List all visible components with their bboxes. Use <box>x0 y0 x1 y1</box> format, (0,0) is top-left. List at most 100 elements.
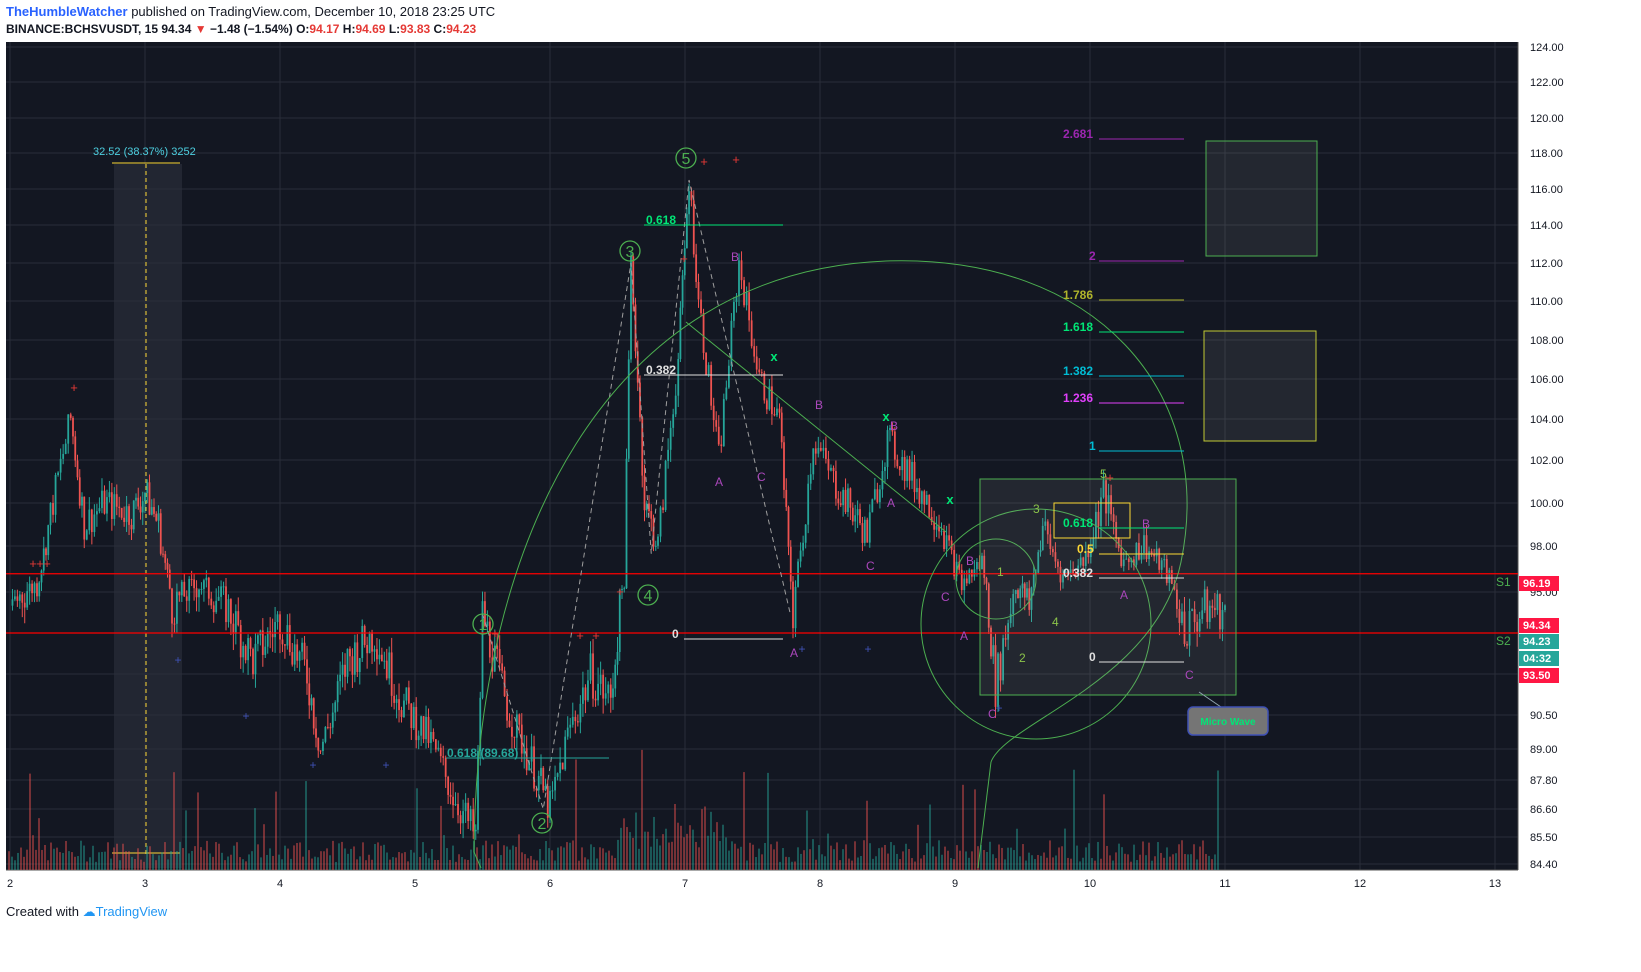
candle-body <box>257 635 259 644</box>
candle-body <box>301 642 303 652</box>
candle-body <box>159 513 162 554</box>
volume-bar <box>446 848 448 870</box>
candle-body <box>702 313 705 353</box>
volume-bar <box>644 831 646 870</box>
volume-bar <box>1055 855 1057 870</box>
candle-body <box>804 524 807 543</box>
y-tick-label: 108.00 <box>1530 335 1564 347</box>
volume-bar <box>752 844 754 870</box>
volume-bar <box>524 854 526 870</box>
volume-bar <box>1067 857 1069 870</box>
volume-bar <box>134 858 136 870</box>
candle-body <box>227 599 230 623</box>
candle-body <box>1054 552 1057 562</box>
volume-bar <box>701 809 703 870</box>
candle-body <box>454 804 457 806</box>
volume-bar <box>248 854 250 870</box>
fib-arc-tail <box>977 761 992 869</box>
candle-body <box>64 443 67 454</box>
fib-level-label: 0.382 <box>1063 566 1093 580</box>
abc-label: A <box>1120 588 1128 602</box>
candle-body <box>997 653 999 707</box>
candle-body <box>185 596 188 601</box>
fib-arc <box>473 260 1188 853</box>
candle-body <box>319 750 322 752</box>
candle-body <box>945 535 948 549</box>
candle-body <box>496 645 499 650</box>
volume-bar <box>626 827 628 870</box>
pivot-high-marker: + <box>592 628 600 643</box>
volume-bar <box>836 842 838 870</box>
candle-body <box>279 614 281 640</box>
abc-label: C <box>1185 668 1194 682</box>
volume-bar <box>1040 855 1042 870</box>
volume-bar <box>584 857 586 870</box>
candle-body <box>1158 548 1161 570</box>
pivot-low-marker: + <box>174 653 181 667</box>
volume-bar <box>263 824 265 870</box>
candle-body <box>1028 588 1031 610</box>
volume-bar <box>1124 853 1126 870</box>
y-tick-label: 118.00 <box>1530 148 1563 160</box>
candle-body <box>705 352 707 375</box>
last-price: 94.34 <box>161 22 192 36</box>
candle-body <box>203 580 205 589</box>
candle-body <box>537 775 540 791</box>
wave-circle <box>472 613 494 635</box>
candle-body <box>871 499 874 513</box>
volume-bar <box>896 853 898 870</box>
candle-body <box>237 611 240 626</box>
volume-bar <box>371 859 373 870</box>
candle-body <box>654 545 657 547</box>
candle-body <box>62 453 65 459</box>
candle-body <box>688 191 690 215</box>
candle-body <box>52 503 54 515</box>
candle-body <box>190 578 193 580</box>
candle-body <box>540 767 542 776</box>
candle-body <box>388 652 391 679</box>
candle-body <box>1211 605 1214 608</box>
time-axis <box>6 870 1518 894</box>
volume-bar <box>800 853 802 870</box>
candle-body <box>430 731 432 743</box>
fib-level-label: 0.618 (89.68) <box>447 746 518 760</box>
candle-body <box>574 716 577 722</box>
author-link[interactable]: TheHumbleWatcher <box>6 4 128 19</box>
tradingview-logo-icon: ☁ <box>82 904 96 919</box>
candle-body <box>162 553 164 555</box>
candle-body <box>837 498 840 504</box>
candle-body <box>700 299 702 314</box>
price-chart[interactable]: 124.00122.00120.00118.00116.00114.00112.… <box>6 42 1641 894</box>
volume-bar <box>392 857 394 870</box>
y-tick-label: 89.00 <box>1530 744 1558 756</box>
fib-arc-tail <box>473 851 482 869</box>
candle-body <box>376 649 378 660</box>
volume-bar <box>365 860 367 870</box>
measure-label: 32.52 (38.37%) 3252 <box>93 146 196 158</box>
candle-body <box>960 569 963 591</box>
candle-body <box>1148 551 1150 560</box>
chart-area[interactable]: 124.00 122.00 120.00 118.00 116.00 114.00 112.… <box>6 42 1641 894</box>
candle-body <box>481 601 484 698</box>
candle-body <box>582 687 584 704</box>
volume-bar <box>62 852 64 870</box>
volume-bar <box>14 860 16 870</box>
candle-body <box>1132 559 1135 565</box>
candle-body <box>442 756 445 758</box>
candle-body <box>225 586 227 623</box>
volume-bar <box>56 847 58 870</box>
y-tick-label: 112.00 <box>1530 258 1563 270</box>
fib-level-label: 1.382 <box>1063 364 1093 378</box>
candle-body <box>750 320 753 347</box>
candle-body <box>383 660 386 662</box>
volume-bar <box>35 849 37 870</box>
candle-body <box>1049 534 1052 549</box>
tradingview-link[interactable]: TradingView <box>95 904 168 919</box>
fib-level-label: 0.618 <box>646 213 676 227</box>
volume-bar <box>230 854 232 870</box>
volume-bar <box>1019 856 1021 870</box>
measure-zone <box>114 164 182 868</box>
candle-body <box>205 577 208 581</box>
candle-body <box>889 427 891 431</box>
candle-body <box>648 503 650 512</box>
